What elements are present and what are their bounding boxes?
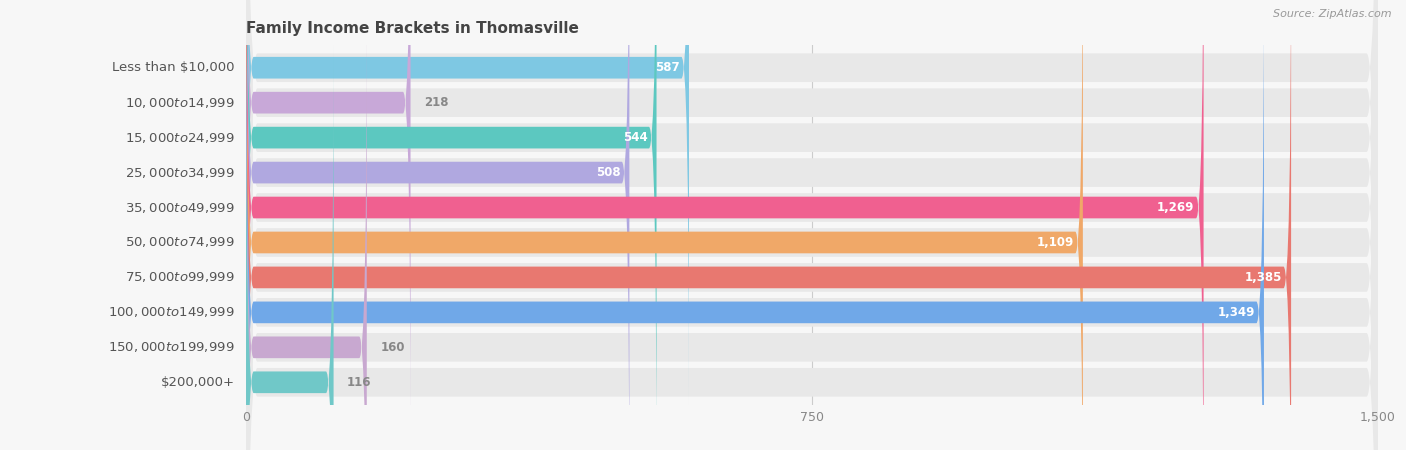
FancyBboxPatch shape (246, 0, 1378, 450)
Text: 544: 544 (623, 131, 648, 144)
FancyBboxPatch shape (246, 0, 1264, 450)
Text: $25,000 to $34,999: $25,000 to $34,999 (125, 166, 235, 180)
Text: 116: 116 (347, 376, 371, 389)
Text: Family Income Brackets in Thomasville: Family Income Brackets in Thomasville (246, 21, 579, 36)
Text: 1,269: 1,269 (1157, 201, 1195, 214)
FancyBboxPatch shape (246, 9, 367, 450)
Text: $75,000 to $99,999: $75,000 to $99,999 (125, 270, 235, 284)
Text: 587: 587 (655, 61, 681, 74)
FancyBboxPatch shape (246, 0, 1378, 450)
Text: $200,000+: $200,000+ (160, 376, 235, 389)
FancyBboxPatch shape (246, 0, 1378, 450)
Text: $150,000 to $199,999: $150,000 to $199,999 (108, 340, 235, 354)
FancyBboxPatch shape (246, 0, 689, 406)
FancyBboxPatch shape (246, 0, 630, 450)
FancyBboxPatch shape (246, 0, 1378, 450)
FancyBboxPatch shape (246, 0, 1204, 450)
Text: Less than $10,000: Less than $10,000 (112, 61, 235, 74)
FancyBboxPatch shape (246, 0, 1083, 450)
Text: $10,000 to $14,999: $10,000 to $14,999 (125, 96, 235, 110)
FancyBboxPatch shape (246, 0, 657, 450)
FancyBboxPatch shape (246, 0, 1378, 450)
FancyBboxPatch shape (246, 0, 411, 441)
FancyBboxPatch shape (246, 0, 1378, 450)
FancyBboxPatch shape (246, 0, 1291, 450)
Text: $100,000 to $149,999: $100,000 to $149,999 (108, 306, 235, 320)
Text: 1,109: 1,109 (1036, 236, 1074, 249)
Text: 508: 508 (596, 166, 620, 179)
Text: 1,349: 1,349 (1218, 306, 1256, 319)
FancyBboxPatch shape (246, 0, 1378, 450)
FancyBboxPatch shape (246, 0, 1378, 450)
FancyBboxPatch shape (246, 44, 333, 450)
Text: 160: 160 (381, 341, 405, 354)
Text: 1,385: 1,385 (1244, 271, 1282, 284)
FancyBboxPatch shape (246, 0, 1378, 450)
Text: Source: ZipAtlas.com: Source: ZipAtlas.com (1274, 9, 1392, 19)
Text: $15,000 to $24,999: $15,000 to $24,999 (125, 130, 235, 144)
Text: $35,000 to $49,999: $35,000 to $49,999 (125, 201, 235, 215)
Text: 218: 218 (425, 96, 449, 109)
Text: $50,000 to $74,999: $50,000 to $74,999 (125, 235, 235, 249)
FancyBboxPatch shape (246, 0, 1378, 450)
